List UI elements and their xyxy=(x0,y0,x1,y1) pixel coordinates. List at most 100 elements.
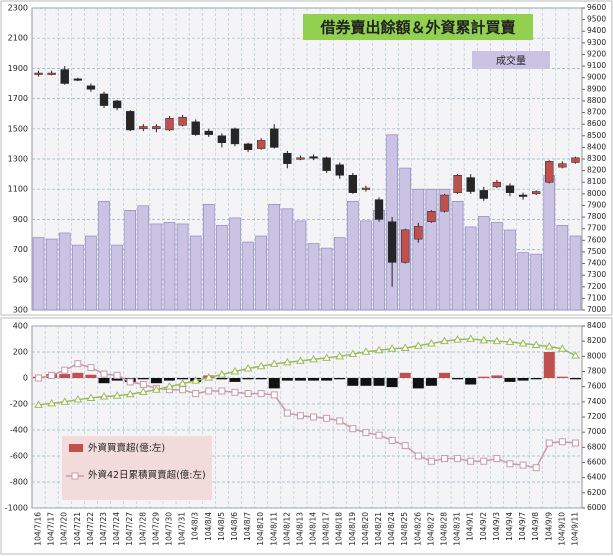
x-tick-label: 104/8/14 xyxy=(309,512,318,546)
volume-bar xyxy=(163,222,176,311)
volume-bar xyxy=(360,220,372,311)
volume-bar xyxy=(202,204,215,311)
y2-tick-label: 7900 xyxy=(587,200,606,209)
x-tick-label: 104/8/10 xyxy=(256,512,265,546)
bar xyxy=(137,378,149,380)
marker xyxy=(296,356,305,364)
marker xyxy=(557,344,567,352)
marker xyxy=(244,390,252,398)
y-tick-label: 2300 xyxy=(8,4,28,13)
x-tick-label: 104/9/7 xyxy=(518,512,527,541)
candle-body xyxy=(361,187,371,190)
marker xyxy=(493,455,501,463)
x-tick-label: 104/8/11 xyxy=(269,512,278,546)
y-tick-label: 1300 xyxy=(8,155,28,164)
volume-bar xyxy=(137,205,150,311)
volume-bar xyxy=(294,220,307,311)
x-tick-label: 104/8/28 xyxy=(440,512,449,546)
x-tick-label: 104/8/17 xyxy=(322,512,331,546)
marker xyxy=(139,381,147,388)
y-tick-label: 2100 xyxy=(8,34,28,43)
y-tick-label: -200 xyxy=(10,400,28,409)
marker xyxy=(427,338,436,347)
marker xyxy=(191,376,201,384)
bar xyxy=(59,374,71,378)
y-tick-label: -800 xyxy=(10,478,28,487)
marker xyxy=(113,371,121,379)
y2-tick-label: 9000 xyxy=(587,73,606,82)
chart-title: 借券賣出餘額＆外資累計買賣 xyxy=(319,19,516,37)
y2-tick-label: 8300 xyxy=(587,154,606,163)
x-tick-label: 104/8/25 xyxy=(400,512,409,546)
x-tick-label: 104/7/22 xyxy=(86,512,95,546)
marker xyxy=(322,353,332,361)
candle-body xyxy=(558,163,567,168)
candle-body xyxy=(401,229,410,263)
volume-bar xyxy=(504,229,516,311)
candle-body xyxy=(34,72,43,75)
title-box xyxy=(303,14,533,40)
marker xyxy=(218,387,226,395)
marker xyxy=(571,439,579,447)
candle-body xyxy=(230,128,240,145)
legend-label: 外資42日累積買賣超(億:左) xyxy=(88,470,206,481)
x-tick-label: 104/7/21 xyxy=(73,512,82,546)
volume-bar xyxy=(85,235,97,311)
candle-body xyxy=(191,121,200,135)
y2-tick-label: 7600 xyxy=(587,382,606,391)
legend-keys xyxy=(66,444,84,480)
volume-bar xyxy=(98,200,110,311)
candle-body xyxy=(60,69,69,84)
candle-body xyxy=(414,226,423,240)
y-tick-label: 300 xyxy=(13,306,28,315)
x-tick-label: 104/9/1 xyxy=(466,512,475,541)
candle-body xyxy=(283,152,292,164)
volume-bar xyxy=(229,217,241,311)
volume-bar xyxy=(307,243,320,311)
y2-tick-label: 6000 xyxy=(587,503,606,512)
marker xyxy=(73,395,83,403)
y2-tick-label: 8400 xyxy=(587,321,606,330)
candle-body xyxy=(256,140,266,149)
marker xyxy=(453,335,462,343)
marker xyxy=(519,461,527,469)
volume-bar xyxy=(477,216,490,311)
y2-tick-label: 7500 xyxy=(587,247,606,256)
marker xyxy=(282,357,292,366)
candle-body xyxy=(335,164,344,176)
candle-body xyxy=(152,126,161,130)
bar xyxy=(569,378,581,380)
x-tick-label: 104/9/11 xyxy=(570,512,579,546)
x-tick-label: 104/7/16 xyxy=(34,512,43,546)
bar xyxy=(386,378,398,388)
bar xyxy=(530,378,542,380)
y2-tick-label: 7400 xyxy=(587,259,606,268)
marker xyxy=(454,455,462,463)
y2-tick-label: 6400 xyxy=(587,473,606,482)
y2-tick-label: 7800 xyxy=(587,212,606,221)
x-tick-label: 104/9/10 xyxy=(557,512,566,546)
bar xyxy=(111,378,123,381)
marker xyxy=(86,393,96,402)
marker xyxy=(192,390,200,398)
bar xyxy=(439,372,450,378)
bar xyxy=(504,378,516,382)
marker xyxy=(243,363,253,372)
volume-bar xyxy=(543,175,556,311)
marker xyxy=(414,452,422,460)
y2-tick-label: 6600 xyxy=(587,458,606,467)
x-tick-label: 104/8/19 xyxy=(348,512,357,546)
marker xyxy=(270,391,278,399)
marker xyxy=(545,439,553,447)
bar xyxy=(268,378,280,389)
y2-tick-label: 8800 xyxy=(587,96,606,105)
marker xyxy=(336,417,344,425)
volume-bar xyxy=(32,237,45,311)
bar xyxy=(177,378,189,380)
marker xyxy=(348,349,358,358)
marker xyxy=(296,412,304,420)
x-tick-label: 104/7/31 xyxy=(178,512,187,546)
x-tick-label: 104/8/31 xyxy=(453,512,462,546)
volume-bar xyxy=(569,235,582,311)
volume-bar xyxy=(412,188,425,311)
